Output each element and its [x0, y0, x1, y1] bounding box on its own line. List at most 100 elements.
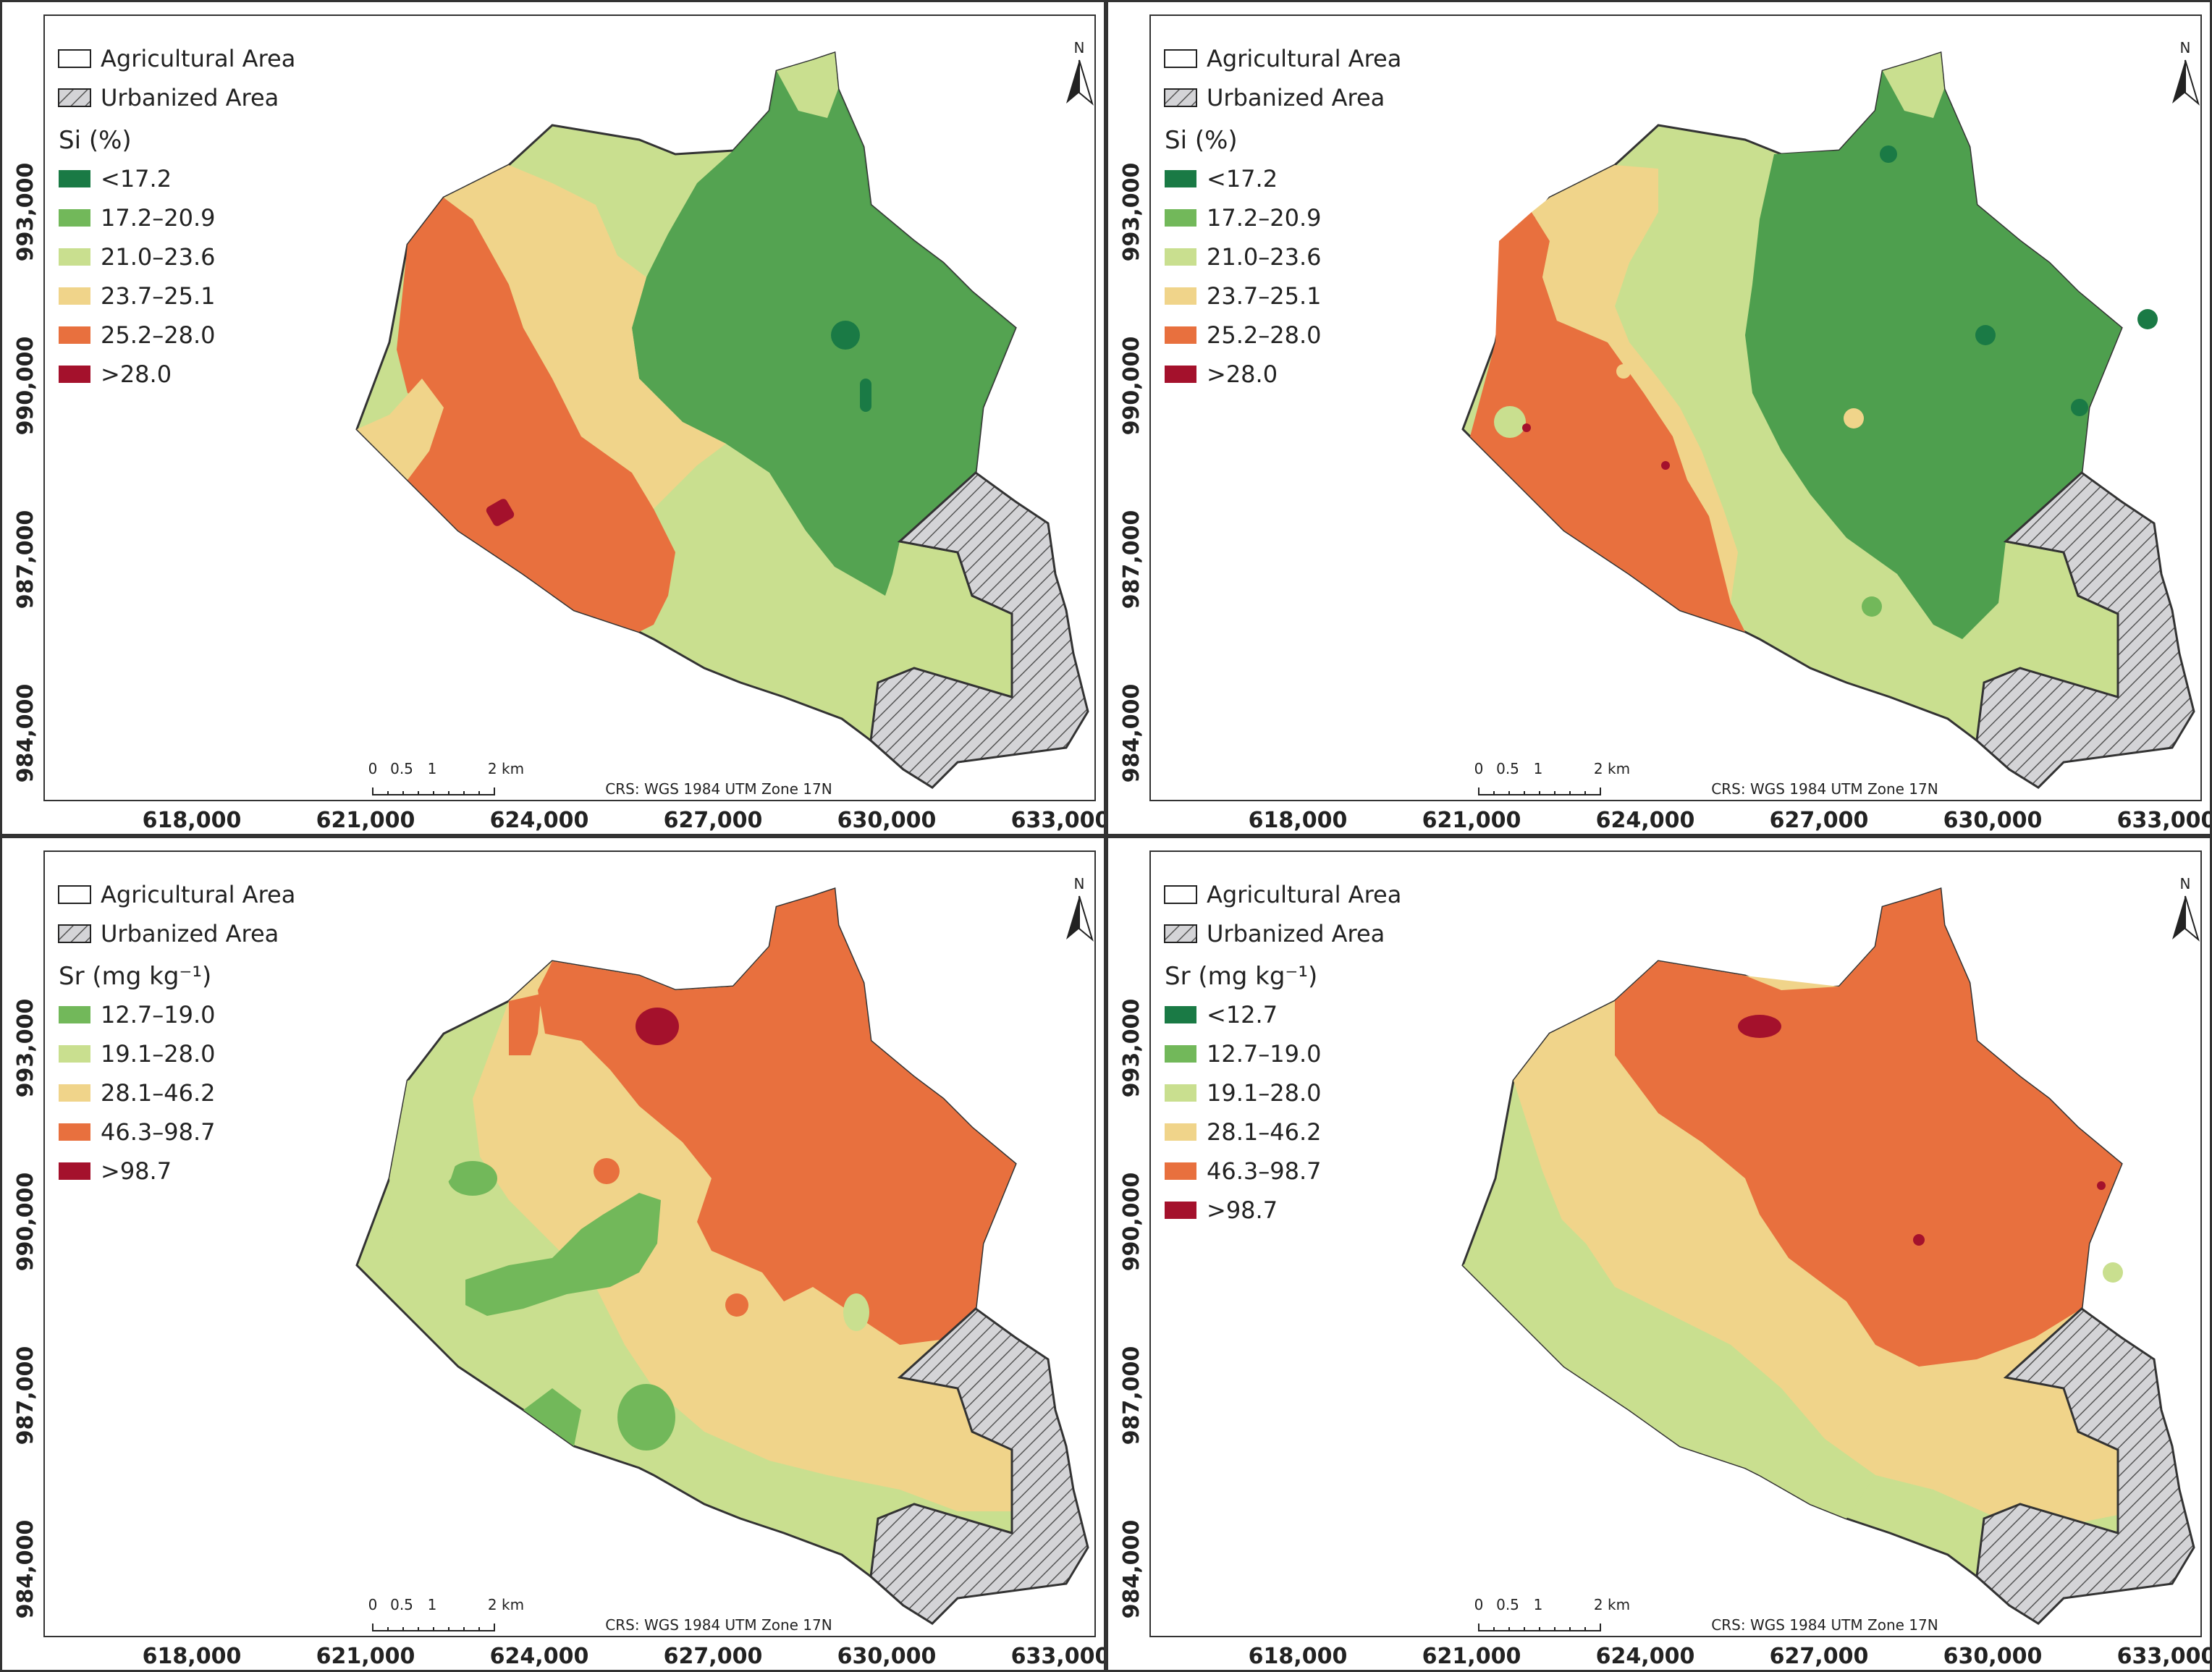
legend-class-label: 23.7–25.1	[1207, 282, 1322, 310]
x-tick: 624,000	[1596, 808, 1695, 833]
zone-yellow-sw	[357, 379, 444, 480]
zone-light-green	[843, 1293, 869, 1331]
zone-orange	[1470, 212, 1745, 632]
north-arrow-icon: N	[1066, 875, 1094, 942]
hotspot	[2103, 1262, 2123, 1283]
legend-agricultural-label: Agricultural Area	[1207, 45, 1401, 72]
legend: Agricultural Area Urbanized Area Si (%) …	[1164, 45, 1401, 388]
scale-label: 1	[428, 1596, 437, 1613]
north-arrow-icon: N	[2172, 39, 2200, 106]
map-canvas: 993,000 990,000 987,000 984,000 618,000 …	[1119, 14, 2210, 833]
urbanized-swatch	[58, 88, 91, 107]
legend-swatch	[1165, 209, 1196, 227]
x-tick: 630,000	[1943, 1644, 2043, 1669]
y-tick: 987,000	[1119, 1346, 1144, 1445]
legend-class-label: 12.7–19.0	[1207, 1040, 1322, 1068]
x-tick: 621,000	[1422, 808, 1521, 833]
legend-swatch	[59, 248, 90, 266]
scale-label: 0	[368, 760, 378, 777]
legend-class-label: 19.1–28.0	[101, 1040, 216, 1068]
hotspot	[1590, 1023, 1611, 1044]
hotspot	[1844, 408, 1864, 428]
zone-orange-sw	[509, 994, 541, 1055]
north-label: N	[2180, 875, 2191, 892]
y-axis: 993,000 990,000 987,000 984,000	[13, 163, 38, 783]
urbanized-area	[1975, 471, 2195, 789]
legend-swatch	[1165, 1084, 1196, 1102]
y-axis: 993,000 990,000 987,000 984,000	[1119, 999, 1144, 1619]
legend-swatch	[1165, 1123, 1196, 1141]
x-tick: 633,000	[2117, 1644, 2210, 1669]
legend-class-label: 12.7–19.0	[101, 1001, 216, 1029]
scale-label: 0.5	[390, 760, 413, 777]
hotspot	[1880, 145, 1897, 163]
legend-swatch	[1165, 170, 1196, 187]
legend-class-label: 23.7–25.1	[101, 282, 216, 310]
legend-class-label: >98.7	[101, 1157, 172, 1185]
scale-label: 2 km	[488, 760, 524, 777]
legend-class-label: 28.1–46.2	[101, 1079, 216, 1107]
scale-bar: 0 0.5 1 2 km CRS: WGS 1984 UTM Zone 17N	[1474, 1596, 1938, 1634]
hotspot-dark-red	[1738, 1015, 1781, 1038]
y-tick: 984,000	[13, 684, 38, 783]
hotspot	[1494, 406, 1526, 438]
x-tick: 618,000	[143, 808, 242, 833]
legend-swatch	[59, 1162, 90, 1180]
zone-yellow	[1532, 165, 1738, 603]
legend-swatch	[59, 1045, 90, 1063]
scale-label: 0	[1474, 760, 1484, 777]
x-tick: 624,000	[490, 1644, 589, 1669]
legend-swatch	[59, 170, 90, 187]
y-tick: 990,000	[13, 1173, 38, 1272]
y-tick: 987,000	[13, 1346, 38, 1445]
y-axis: 993,000 990,000 987,000 984,000	[1119, 163, 1144, 783]
legend-swatch	[1165, 326, 1196, 344]
scale-bar: 0 0.5 1 2 km CRS: WGS 1984 UTM Zone 17N	[368, 760, 832, 798]
hotspot	[1752, 1265, 1767, 1280]
legend-class-label: 17.2–20.9	[101, 204, 216, 232]
zone-orange	[538, 889, 1016, 1345]
x-tick: 630,000	[837, 1644, 937, 1669]
legend-class-label: >98.7	[1207, 1196, 1278, 1224]
legend-class-label: >28.0	[1207, 360, 1278, 388]
scale-label: 2 km	[488, 1596, 524, 1613]
legend: Agricultural Area Urbanized Area Sr (mg …	[1164, 881, 1401, 1224]
map-canvas: 993,000 990,000 987,000 984,000 618,000 …	[13, 850, 1104, 1669]
legend-title: Si (%)	[59, 126, 132, 155]
y-tick: 987,000	[13, 510, 38, 609]
scale-label: 1	[428, 760, 437, 777]
hotspot	[2071, 399, 2088, 416]
map-panel-sr-2: 993,000 990,000 987,000 984,000 618,000 …	[1106, 836, 2212, 1672]
x-tick: 630,000	[837, 808, 937, 833]
y-tick: 993,000	[1119, 999, 1144, 1098]
legend-urbanized-label: Urbanized Area	[1207, 920, 1385, 947]
agricultural-swatch	[58, 49, 91, 68]
map-panel-si-2: 993,000 990,000 987,000 984,000 618,000 …	[1106, 0, 2212, 836]
legend-class-label: <12.7	[1207, 1001, 1278, 1029]
north-label: N	[2180, 39, 2191, 56]
legend-swatch	[59, 366, 90, 383]
y-tick: 993,000	[13, 163, 38, 262]
x-tick: 618,000	[1249, 808, 1348, 833]
hotspot	[1616, 364, 1631, 379]
y-axis: 993,000 990,000 987,000 984,000	[13, 999, 38, 1619]
scale-bar: 0 0.5 1 2 km CRS: WGS 1984 UTM Zone 17N	[1474, 760, 1938, 798]
legend-swatch	[59, 1006, 90, 1023]
x-tick: 633,000	[1011, 1644, 1104, 1669]
zone-dark-green	[1745, 53, 2122, 639]
scale-bar: 0 0.5 1 2 km CRS: WGS 1984 UTM Zone 17N	[368, 1596, 832, 1634]
hotspot	[2137, 309, 2158, 329]
hotspot-dark-red	[486, 499, 515, 526]
map-canvas: 993,000 990,000 987,000 984,000 618,000 …	[13, 14, 1104, 833]
zone-orange	[397, 198, 675, 632]
crs-label: CRS: WGS 1984 UTM Zone 17N	[605, 1616, 832, 1634]
legend-class-label: <17.2	[101, 165, 172, 193]
x-tick: 621,000	[316, 1644, 415, 1669]
north-label: N	[1074, 875, 1085, 892]
urbanized-area	[869, 471, 1089, 789]
legend-title: Sr (mg kg⁻¹)	[59, 962, 211, 991]
north-arrow-icon: N	[2172, 875, 2200, 942]
hotspot-dark-green	[831, 321, 860, 350]
legend-title: Si (%)	[1165, 126, 1238, 155]
map-canvas: 993,000 990,000 987,000 984,000 618,000 …	[1119, 850, 2210, 1669]
